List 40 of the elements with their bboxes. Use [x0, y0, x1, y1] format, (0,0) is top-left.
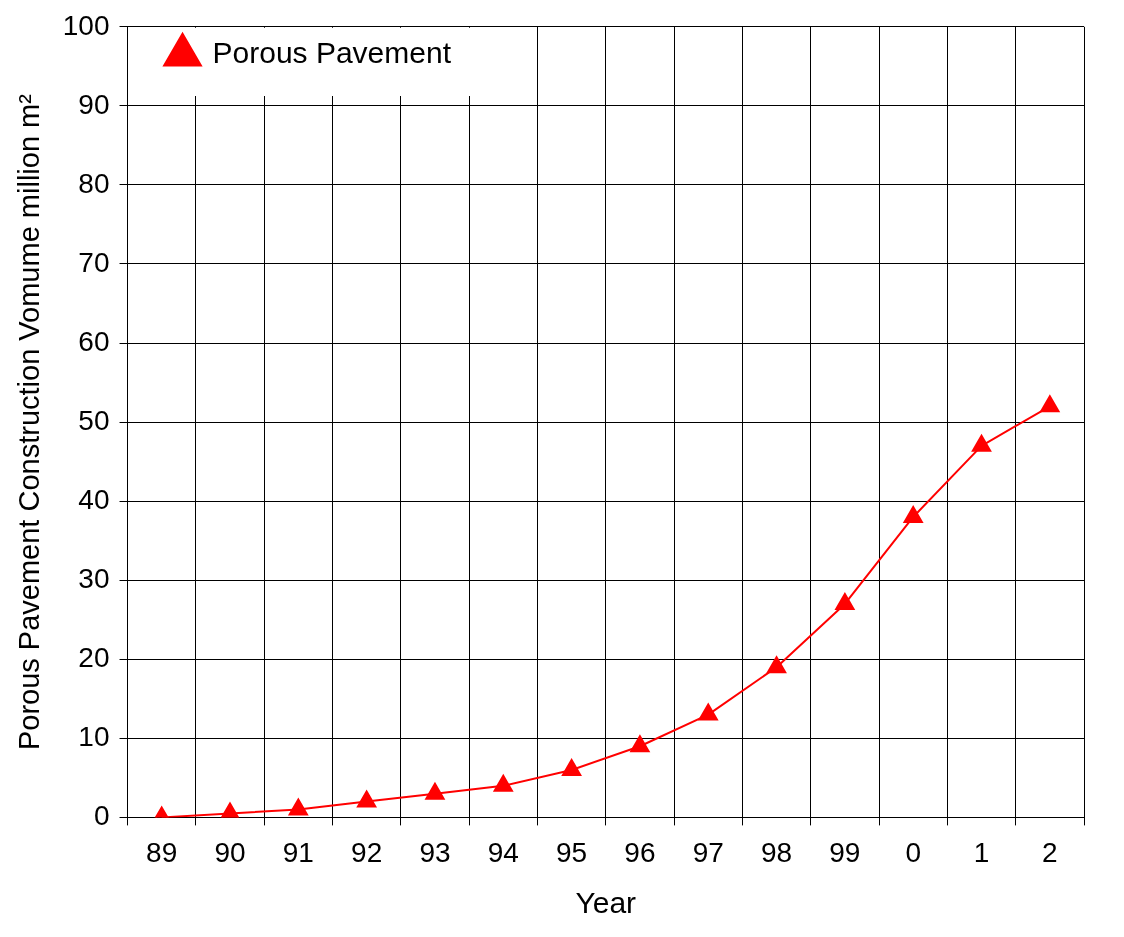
y-tick-label: 30 — [78, 562, 110, 594]
point — [561, 758, 582, 776]
x-tick-label: 97 — [692, 836, 724, 868]
point — [493, 774, 513, 792]
point — [698, 703, 718, 721]
point — [425, 782, 445, 800]
y-tick-label: 60 — [78, 325, 110, 357]
y-tick-label: 90 — [78, 88, 110, 120]
x-tick-label: 2 — [1042, 836, 1058, 868]
x-tick-label: 98 — [760, 836, 793, 868]
y-axis-title: Porous Pavement Construction Vomume million m² — [13, 93, 46, 751]
y-tick-label: 70 — [78, 246, 110, 278]
x-tick-label: 0 — [905, 836, 921, 868]
x-tick-label: 96 — [624, 836, 656, 868]
y-tick-label: 80 — [78, 167, 110, 199]
point — [356, 790, 377, 808]
x-tick-label: 90 — [214, 836, 246, 868]
x-axis-title: Year — [575, 886, 637, 920]
point — [766, 656, 787, 674]
y-tick-label: 0 — [93, 800, 110, 832]
y-tick-label: 10 — [78, 721, 110, 753]
x-tick-label: 91 — [282, 836, 314, 868]
x-tick-label: 92 — [351, 836, 383, 868]
y-tick-label: 40 — [78, 483, 110, 515]
x-tick-label: 1 — [973, 836, 990, 868]
y-tick-label: 20 — [78, 642, 110, 673]
legend-label: Porous Pavement — [212, 36, 452, 70]
point — [1040, 395, 1060, 413]
y-tick-label: 50 — [78, 404, 110, 436]
x-tick-label: 99 — [829, 836, 861, 868]
point — [971, 434, 992, 452]
x-tick-label: 89 — [146, 836, 178, 868]
point — [903, 505, 923, 523]
point — [630, 735, 650, 753]
x-tick-label: 95 — [556, 836, 588, 868]
point — [835, 592, 855, 610]
x-tick-label: 93 — [419, 836, 451, 868]
point — [288, 798, 308, 816]
x-tick-label: 94 — [487, 836, 519, 868]
y-tick-label: 100 — [62, 9, 110, 41]
